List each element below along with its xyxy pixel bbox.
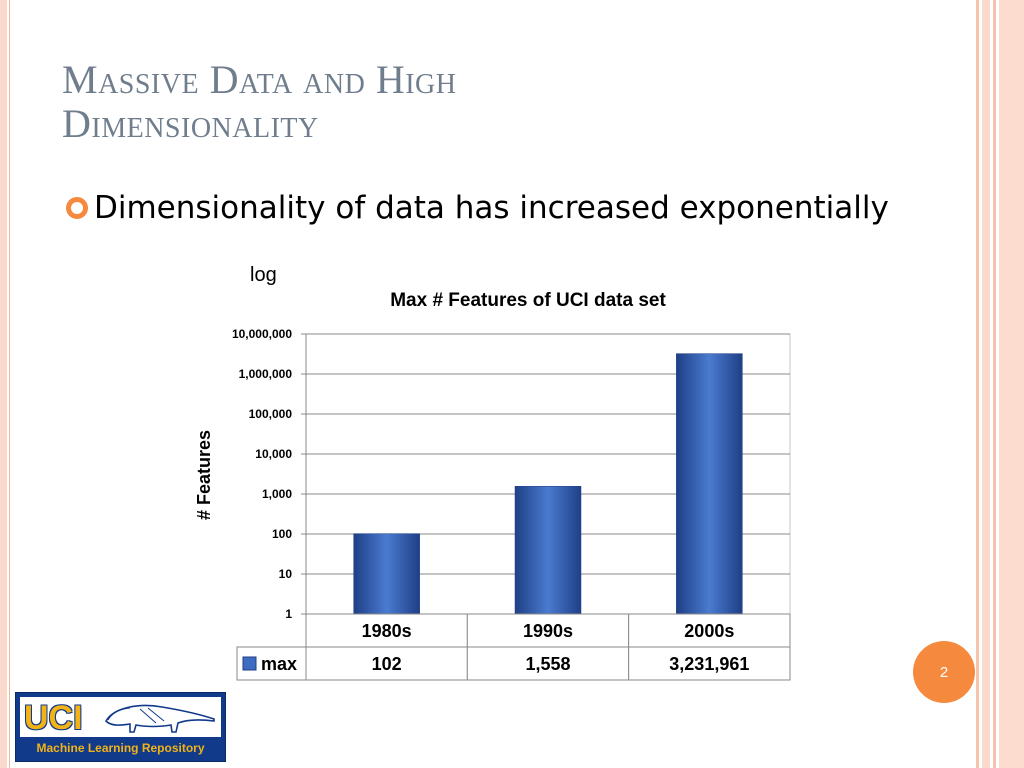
bar-2000s bbox=[676, 353, 743, 615]
uci-logo: UCI Machine Learning Repository bbox=[15, 692, 226, 762]
x-category-label: 1990s bbox=[523, 621, 573, 641]
chart-data-table: 1980s 1990s 2000s 102 1,558 3,231,961 max bbox=[236, 613, 791, 681]
table-cell bbox=[305, 613, 468, 648]
y-tick-label: 1 bbox=[285, 607, 292, 621]
slide-title: Massive Data and High Dimensionality bbox=[62, 58, 456, 146]
bullet-text: Dimensionality of data has increased exp… bbox=[94, 190, 889, 226]
chart-title: Max # Features of UCI data set bbox=[390, 290, 666, 311]
y-tick-label: 10,000 bbox=[255, 447, 292, 461]
table-cell bbox=[305, 646, 468, 681]
data-value-label: 102 bbox=[372, 654, 402, 674]
log-scale-note: log bbox=[250, 264, 277, 286]
left-border-line bbox=[9, 0, 10, 768]
table-cell bbox=[628, 646, 791, 681]
legend-series-label: max bbox=[261, 654, 297, 674]
table-cell bbox=[466, 613, 630, 648]
bar-1980s bbox=[353, 533, 420, 615]
y-axis-label: # Features bbox=[194, 430, 214, 520]
logo-uci-text: UCI bbox=[24, 699, 83, 737]
legend-swatch bbox=[242, 656, 257, 671]
y-tick-label: 10,000,000 bbox=[232, 327, 292, 341]
x-category-label: 2000s bbox=[684, 621, 734, 641]
y-tick-label: 10 bbox=[279, 567, 293, 581]
slide-title-line1: Massive Data and High bbox=[62, 57, 457, 102]
anteater-icon bbox=[105, 704, 215, 733]
slide-number-badge: 2 bbox=[913, 641, 975, 703]
slide-number-text: 2 bbox=[939, 663, 949, 681]
table-cell bbox=[628, 613, 791, 648]
bar-1990s bbox=[514, 486, 582, 615]
logo-caption: Machine Learning Repository bbox=[36, 741, 205, 755]
table-cell bbox=[466, 646, 630, 681]
features-bar-chart: Max # Features of UCI data set 1 10 100 1,0… bbox=[194, 290, 791, 681]
ring-bullet-icon bbox=[66, 197, 88, 219]
logo-top-panel: UCI bbox=[20, 697, 221, 737]
chart-bars bbox=[353, 353, 743, 615]
y-tick-label: 100 bbox=[272, 527, 292, 541]
left-border-stripe bbox=[0, 0, 7, 768]
data-value-label: 1,558 bbox=[525, 654, 570, 674]
data-value-label: 3,231,961 bbox=[669, 654, 749, 674]
right-border-stripes bbox=[976, 0, 1024, 768]
y-tick-label: 100,000 bbox=[249, 407, 293, 421]
x-category-label: 1980s bbox=[362, 621, 412, 641]
slide-title-line2: Dimensionality bbox=[62, 101, 319, 146]
y-tick-label: 1,000 bbox=[262, 487, 292, 501]
y-axis-ticks: 1 10 100 1,000 10,000 100,000 1,000,000 10,000,… bbox=[232, 327, 306, 621]
y-tick-label: 1,000,000 bbox=[239, 367, 293, 381]
bullet-item: Dimensionality of data has increased exp… bbox=[66, 190, 889, 226]
